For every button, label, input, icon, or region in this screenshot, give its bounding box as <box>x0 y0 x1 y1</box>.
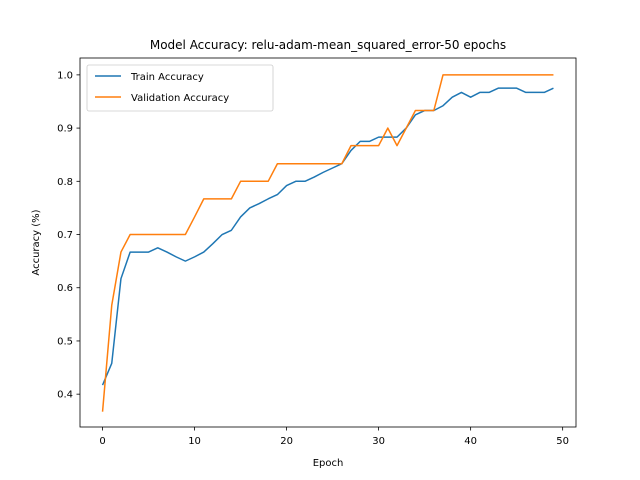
y-tick-label: 0.6 <box>57 283 73 294</box>
x-tick-label: 0 <box>99 436 105 447</box>
y-tick-label: 0.9 <box>57 124 73 135</box>
x-tick-label: 30 <box>372 436 385 447</box>
plot-frame <box>79 57 577 428</box>
x-tick-label: 20 <box>280 436 293 447</box>
legend: Train Accuracy Validation Accuracy <box>86 64 274 112</box>
y-tick-label: 0.8 <box>57 177 73 188</box>
chart-title: Model Accuracy: relu-adam-mean_squared_e… <box>150 38 506 52</box>
x-tick-label: 40 <box>464 436 477 447</box>
y-tick-label: 0.7 <box>57 230 73 241</box>
x-tick-label: 50 <box>556 436 569 447</box>
y-tick-label: 1.0 <box>57 70 73 81</box>
y-tick-label: 0.5 <box>57 336 73 347</box>
legend-label-validation: Validation Accuracy <box>131 93 229 104</box>
series-line-validation-accuracy <box>101 74 554 412</box>
y-axis-ticks: 0.4 0.5 0.6 0.7 0.8 0.9 1.0 <box>57 70 80 401</box>
y-axis-label: Accuracy (%) <box>31 209 42 275</box>
legend-box <box>86 64 274 112</box>
series-line-train-accuracy <box>101 87 554 386</box>
legend-label-train: Train Accuracy <box>130 72 204 83</box>
plot-area <box>79 57 577 428</box>
y-tick-label: 0.4 <box>57 390 73 401</box>
series-layer <box>101 74 554 412</box>
x-axis-ticks: 0 10 20 30 40 50 <box>99 427 569 447</box>
x-tick-label: 10 <box>188 436 201 447</box>
x-axis-label: Epoch <box>313 458 344 469</box>
